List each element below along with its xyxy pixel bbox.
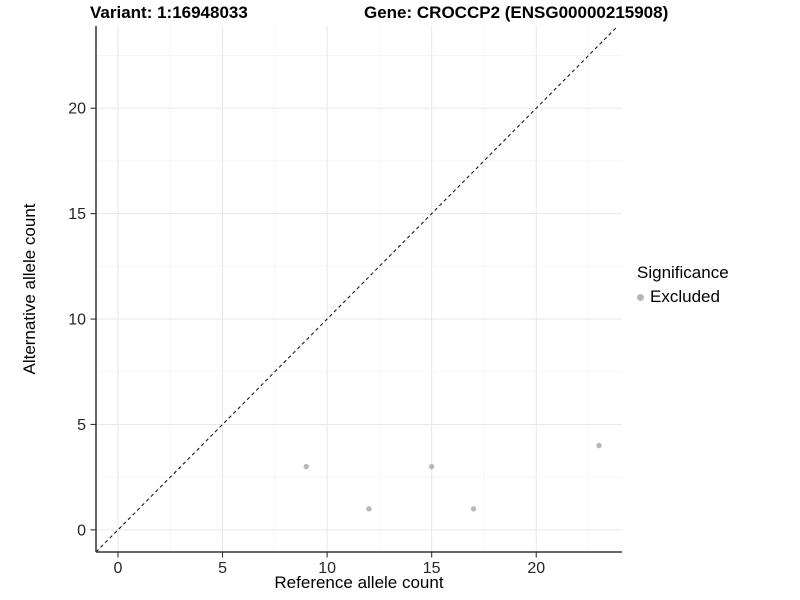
scatter-point	[470, 506, 477, 512]
legend-title: Significance	[637, 263, 729, 282]
scatter-point	[366, 506, 372, 512]
y-tick-label: 5	[77, 417, 86, 434]
x-tick-label: 0	[114, 560, 123, 577]
x-axis-title: Reference allele count	[274, 573, 444, 592]
x-tick-label: 20	[527, 560, 545, 577]
y-axis-title: Alternative allele count	[20, 203, 39, 375]
scatter-point	[303, 463, 309, 470]
legend: Significance Excluded	[637, 263, 729, 307]
identity-dashed-line	[95, 25, 619, 553]
scatter-point	[428, 463, 435, 470]
legend-item: Excluded	[637, 287, 729, 307]
x-tick-label: 10	[318, 560, 336, 577]
y-tick-label: 15	[68, 206, 86, 223]
plot-title-gene: Gene: CROCCP2 (ENSG00000215908)	[364, 3, 669, 22]
scatter-point	[596, 442, 602, 449]
legend-item-label: Excluded	[650, 287, 720, 306]
plot-title-variant: Variant: 1:16948033	[90, 3, 248, 22]
x-tick-label: 15	[423, 560, 441, 577]
x-tick-label: 5	[218, 560, 227, 577]
y-tick-label: 10	[68, 312, 86, 329]
y-tick-label: 0	[77, 522, 86, 539]
y-tick-label: 20	[68, 101, 86, 118]
legend-key-dot-icon	[637, 293, 644, 301]
